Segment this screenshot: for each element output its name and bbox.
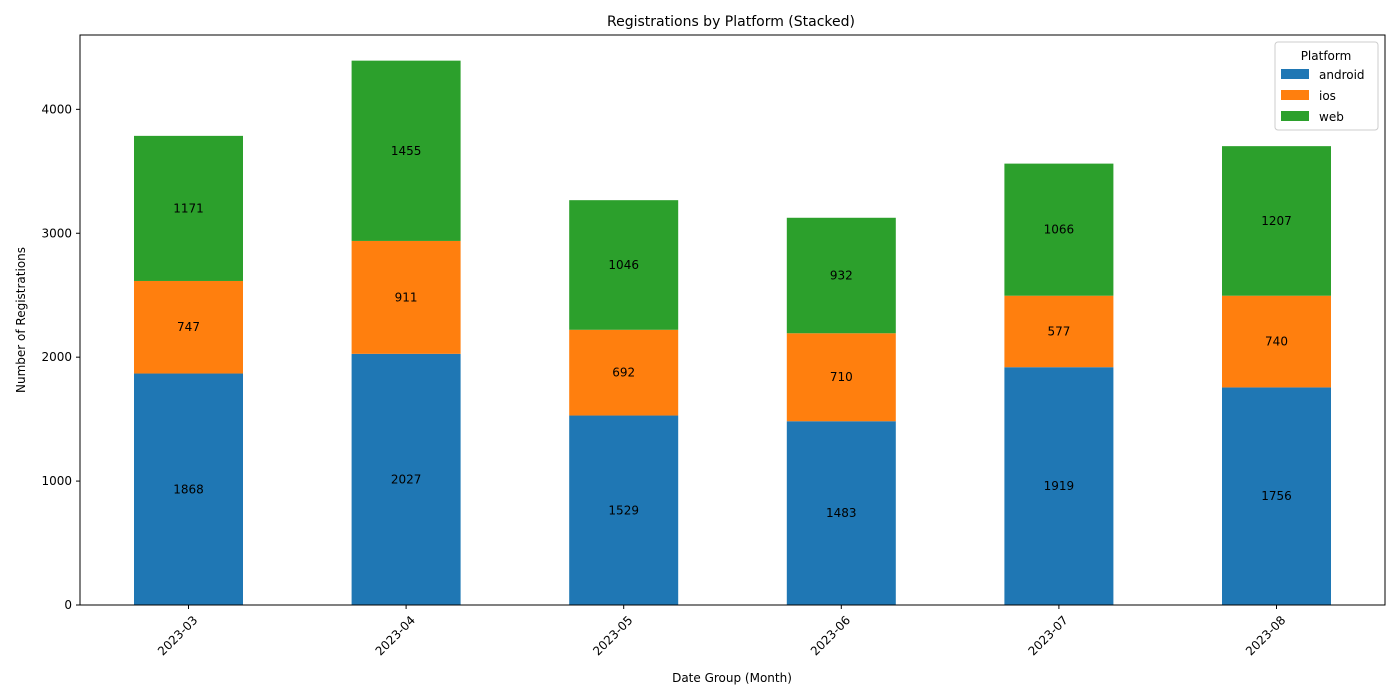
bar-android-2023-08 bbox=[1222, 387, 1331, 605]
data-label-web-2023-07: 1066 bbox=[1044, 223, 1075, 237]
data-label-android-2023-07: 1919 bbox=[1044, 479, 1075, 493]
x-tick-label: 2023-08 bbox=[1243, 613, 1288, 658]
bar-web-2023-03 bbox=[134, 135, 243, 281]
data-label-android-2023-03: 1868 bbox=[173, 482, 204, 496]
bar-web-2023-06 bbox=[786, 217, 896, 334]
y-tick-label: 4000 bbox=[41, 102, 72, 116]
bar-web-2023-04 bbox=[351, 60, 461, 241]
data-label-android-2023-05: 1529 bbox=[608, 503, 639, 517]
data-label-web-2023-05: 1046 bbox=[608, 258, 639, 272]
legend-swatch-ios bbox=[1281, 90, 1309, 100]
bar-ios-2023-04 bbox=[351, 240, 461, 354]
data-label-ios-2023-07: 577 bbox=[1047, 324, 1070, 338]
data-label-android-2023-08: 1756 bbox=[1261, 489, 1292, 503]
data-label-android-2023-06: 1483 bbox=[826, 506, 857, 520]
bar-android-2023-04 bbox=[351, 353, 461, 605]
data-label-web-2023-04: 1455 bbox=[391, 144, 422, 158]
data-label-ios-2023-03: 747 bbox=[177, 320, 200, 334]
bar-ios-2023-03 bbox=[134, 280, 243, 374]
y-axis-label: Number of Registrations bbox=[14, 247, 28, 393]
y-tick-label: 1000 bbox=[41, 474, 72, 488]
bar-web-2023-07 bbox=[1004, 163, 1114, 296]
bar-android-2023-06 bbox=[786, 421, 896, 605]
y-tick-label: 2000 bbox=[41, 350, 72, 364]
data-label-ios-2023-05: 692 bbox=[612, 366, 635, 380]
x-tick-label: 2023-04 bbox=[373, 613, 418, 658]
legend-title: Platform bbox=[1301, 49, 1352, 63]
x-axis-label: Date Group (Month) bbox=[672, 671, 792, 685]
bar-web-2023-05 bbox=[569, 200, 679, 330]
x-axis: 2023-03 2023-04 2023-05 2023-06 2023-07 2023-… bbox=[155, 605, 1288, 658]
bars-layer bbox=[134, 60, 1331, 605]
data-label-web-2023-03: 1171 bbox=[173, 201, 204, 215]
legend-label-ios: ios bbox=[1319, 89, 1336, 103]
bar-ios-2023-08 bbox=[1222, 295, 1331, 388]
bar-ios-2023-07 bbox=[1004, 295, 1114, 368]
legend-swatch-web bbox=[1281, 111, 1309, 121]
y-tick-label: 0 bbox=[64, 598, 72, 612]
x-tick-label: 2023-05 bbox=[590, 613, 635, 658]
data-label-android-2023-04: 2027 bbox=[391, 472, 422, 486]
data-label-web-2023-08: 1207 bbox=[1261, 214, 1292, 228]
data-label-web-2023-06: 932 bbox=[830, 269, 853, 283]
x-tick-label: 2023-07 bbox=[1025, 613, 1070, 658]
data-label-ios-2023-06: 710 bbox=[830, 370, 853, 384]
chart-title: Registrations by Platform (Stacked) bbox=[607, 14, 855, 30]
y-axis: 0 1000 2000 3000 4000 bbox=[41, 102, 80, 612]
data-label-ios-2023-04: 911 bbox=[395, 290, 418, 304]
legend-label-web: web bbox=[1319, 110, 1344, 124]
plot-frame bbox=[79, 34, 1386, 606]
legend-box bbox=[1274, 41, 1379, 131]
legend-label-android: android bbox=[1319, 68, 1365, 82]
bar-android-2023-07 bbox=[1004, 367, 1114, 605]
data-labels-layer: 1868 747 1171 2027 911 1455 1529 692 1046 1483 710… bbox=[173, 144, 1292, 520]
x-tick-label: 2023-03 bbox=[155, 613, 200, 658]
bar-android-2023-03 bbox=[134, 373, 243, 605]
bar-android-2023-05 bbox=[569, 415, 679, 605]
legend: Platform android ios web bbox=[1274, 41, 1379, 131]
y-tick-label: 3000 bbox=[41, 226, 72, 240]
x-tick-label: 2023-06 bbox=[808, 613, 853, 658]
bar-ios-2023-05 bbox=[569, 329, 679, 416]
legend-swatch-android bbox=[1281, 69, 1309, 79]
data-label-ios-2023-08: 740 bbox=[1265, 335, 1288, 349]
bar-ios-2023-06 bbox=[786, 333, 896, 422]
bar-web-2023-08 bbox=[1222, 146, 1331, 296]
